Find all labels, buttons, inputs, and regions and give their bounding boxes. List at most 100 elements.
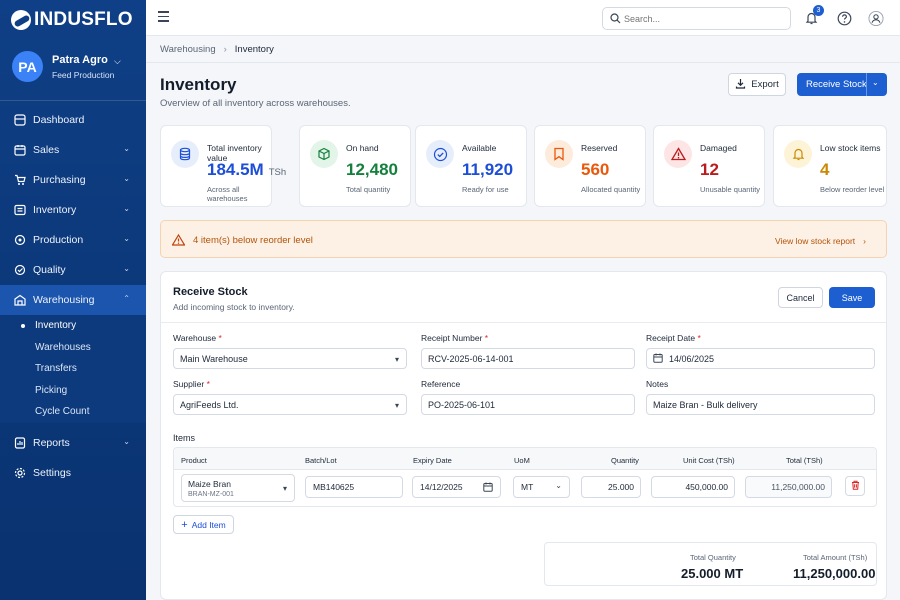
product-name: Maize Bran — [188, 479, 231, 489]
user-profile-icon[interactable] — [868, 10, 884, 26]
view-low-stock-link[interactable]: View low stock report › — [775, 236, 866, 246]
button-divider — [866, 73, 867, 96]
sidebar-subitem-picking[interactable]: Picking — [35, 384, 68, 396]
card-title: Available — [462, 143, 497, 153]
sidebar-item-reports[interactable]: Reports ⌄ — [0, 428, 146, 458]
panel-divider — [161, 322, 886, 323]
product-select[interactable]: Maize Bran BRAN-MZ-001 ▾ — [181, 474, 295, 502]
avatar: PA — [12, 51, 43, 82]
cancel-button[interactable]: Cancel — [778, 287, 823, 308]
uom-value: MT — [521, 482, 534, 492]
card-low-stock-items: Low stock items 4 Below reorder level — [773, 125, 887, 207]
chevron-right-icon: › — [863, 236, 866, 246]
app-logo[interactable]: INDUSFLO — [11, 9, 133, 31]
warehouse-value: Main Warehouse — [180, 353, 248, 364]
calendar-icon — [653, 353, 663, 365]
chevron-down-icon: ▾ — [394, 355, 399, 364]
warehouse-label-text: Warehouse — [173, 333, 217, 343]
total-quantity-value: 25.000 MT — [681, 566, 744, 581]
save-button[interactable]: Save — [829, 287, 875, 308]
sidebar-item-dashboard[interactable]: Dashboard — [0, 105, 146, 135]
bell-icon — [784, 140, 812, 168]
chevron-down-icon: ⌄ — [555, 481, 562, 490]
card-value: 4 — [820, 160, 830, 179]
help-icon[interactable] — [836, 10, 852, 26]
column-header: Product — [181, 456, 207, 465]
top-bar: 3 — [146, 0, 900, 36]
chevron-down-icon: ⌄ — [123, 264, 130, 273]
page-title: Inventory — [160, 75, 237, 94]
sidebar-item-settings[interactable]: Settings — [0, 458, 146, 488]
sidebar-item-production[interactable]: Production ⌄ — [0, 225, 146, 255]
receive-stock-label: Receive Stock — [806, 79, 867, 90]
sidebar-item-inventory[interactable]: Inventory ⌄ — [0, 195, 146, 225]
menu-icon[interactable] — [158, 11, 169, 25]
receive-stock-button[interactable]: Receive Stock ⌄ — [797, 73, 887, 96]
required-marker: * — [218, 333, 222, 343]
plus-icon: + — [181, 518, 188, 531]
uom-select[interactable]: MT ⌄ — [513, 476, 570, 498]
card-damaged: Damaged 12 Unusable quantity — [653, 125, 765, 207]
receipt-date-label: Receipt Date * — [646, 333, 701, 343]
cart-icon — [13, 174, 26, 187]
production-icon — [13, 234, 26, 247]
sidebar-subitem-warehouses[interactable]: Warehouses — [35, 341, 91, 353]
required-marker: * — [697, 333, 701, 343]
chevron-down-icon[interactable]: ⌵ — [114, 56, 121, 66]
card-value: 560 — [581, 160, 610, 179]
receipt-date-value: 14/06/2025 — [669, 353, 715, 364]
chevron-down-icon: ⌄ — [123, 174, 130, 183]
sidebar-item-sales[interactable]: Sales ⌄ — [0, 135, 146, 165]
totals-summary: Total Quantity 25.000 MT Total Amount (T… — [544, 542, 877, 586]
bell-icon[interactable] — [803, 10, 819, 26]
warning-icon — [664, 140, 692, 168]
sidebar-item-quality[interactable]: Quality ⌄ — [0, 255, 146, 285]
chevron-down-icon: ⌄ — [123, 234, 130, 243]
supplier-value: AgriFeeds Ltd. — [180, 399, 239, 410]
chevron-down-icon: ▾ — [282, 484, 287, 493]
sidebar-subitem-transfers[interactable]: Transfers — [35, 363, 77, 375]
quantity-field[interactable]: 25.000 — [581, 476, 641, 498]
supplier-label-text: Supplier — [173, 379, 205, 389]
sidebar-item-label: Quality — [33, 264, 66, 276]
trash-icon — [851, 480, 860, 493]
card-reserved: Reserved 560 Allocated quantity — [534, 125, 646, 207]
sidebar: INDUSFLO PA Patra Agro Feed Production ⌵… — [0, 0, 146, 600]
dashboard-icon — [13, 114, 26, 127]
user-menu[interactable]: PA Patra Agro Feed Production ⌵ — [12, 51, 121, 82]
card-title: On hand — [346, 143, 379, 153]
card-title: Total inventory value — [207, 143, 262, 163]
reference-field[interactable]: PO-2025-06-101 — [421, 394, 635, 415]
sidebar-subitem-inventory[interactable]: Inventory — [0, 315, 146, 337]
notes-field[interactable]: Maize Bran - Bulk delivery — [646, 394, 875, 415]
card-on-hand: On hand 12,480 Total quantity — [299, 125, 411, 207]
receive-stock-panel: Receive Stock Add incoming stock to inve… — [160, 271, 887, 600]
warehouse-icon — [13, 294, 26, 307]
chevron-down-icon: ▾ — [394, 401, 399, 410]
sidebar-subitem-cycle-count[interactable]: Cycle Count — [35, 406, 90, 418]
chevron-down-icon[interactable]: ⌄ — [872, 78, 879, 87]
sales-icon — [13, 144, 26, 157]
sidebar-item-warehousing[interactable]: Warehousing ⌃ — [0, 285, 146, 315]
add-item-button[interactable]: + Add Item — [173, 515, 234, 534]
expiry-date-field[interactable]: 14/12/2025 — [412, 476, 501, 498]
search-box[interactable] — [602, 7, 791, 30]
sidebar-item-purchasing[interactable]: Purchasing ⌄ — [0, 165, 146, 195]
supplier-select[interactable]: AgriFeeds Ltd. ▾ — [173, 394, 407, 415]
batch-value: MB140625 — [313, 482, 355, 492]
warehouse-select[interactable]: Main Warehouse ▾ — [173, 348, 407, 369]
unit-cost-field[interactable]: 450,000.00 — [651, 476, 735, 498]
breadcrumb-parent[interactable]: Warehousing — [160, 44, 216, 55]
export-button[interactable]: Export — [728, 73, 786, 96]
card-available: Available 11,920 Ready for use — [415, 125, 527, 207]
product-code: BRAN-MZ-001 — [188, 491, 234, 498]
receipt-number-field[interactable]: RCV-2025-06-14-001 — [421, 348, 635, 369]
batch-field[interactable]: MB140625 — [305, 476, 403, 498]
user-name: Patra Agro — [52, 53, 108, 66]
receipt-date-field[interactable]: 14/06/2025 — [646, 348, 875, 369]
delete-row-button[interactable] — [845, 476, 865, 496]
search-input[interactable] — [624, 11, 784, 26]
unit-cost-value: 450,000.00 — [685, 482, 728, 492]
breadcrumb: Warehousing › Inventory — [160, 44, 274, 55]
sidebar-item-label: Purchasing — [33, 174, 86, 186]
